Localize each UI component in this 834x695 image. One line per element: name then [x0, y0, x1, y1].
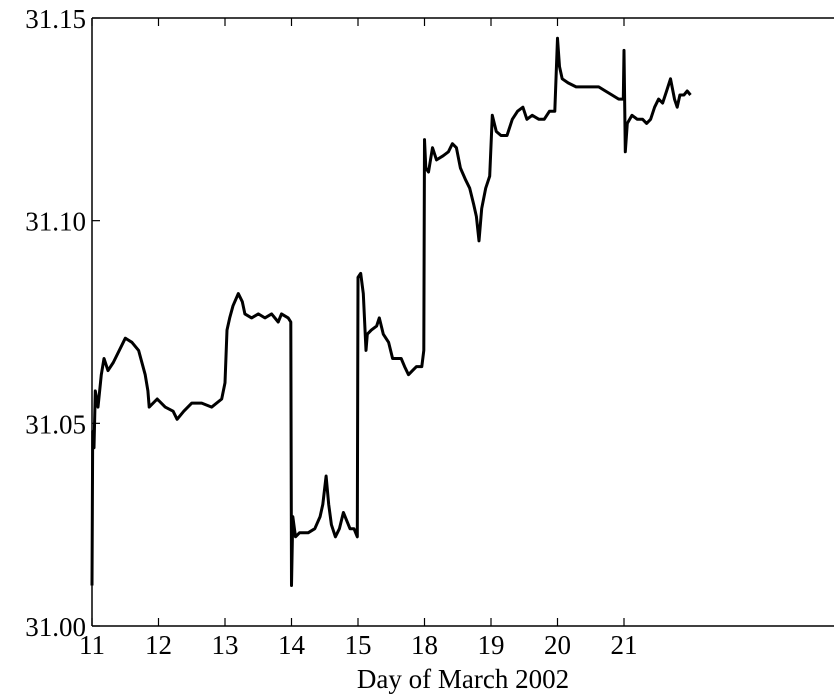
x-tick-label: 15: [345, 630, 372, 660]
y-tick-label: 31.15: [25, 4, 86, 34]
plot-area: [92, 18, 834, 626]
x-tick-label: 13: [212, 630, 239, 660]
x-tick-label: 14: [278, 630, 306, 660]
x-tick-label: 18: [411, 630, 438, 660]
series-line: [90, 36, 692, 587]
x-tick-label: 12: [145, 630, 172, 660]
x-tick-label: 11: [79, 630, 105, 660]
y-tick-label: 31.00: [25, 612, 86, 642]
x-tick-label: 21: [611, 630, 638, 660]
tick-labels: 11 12 13 14 15 18 19 20 21 31.00 31.05 31.10 31.15: [25, 4, 637, 660]
axis-ticks: [91, 17, 625, 627]
y-tick-label: 31.05: [25, 409, 86, 439]
y-tick-label: 31.10: [25, 207, 86, 237]
x-tick-label: 20: [544, 630, 571, 660]
x-tick-label: 19: [478, 630, 505, 660]
x-axis-label: Day of March 2002: [357, 664, 569, 694]
series-layer: [90, 36, 692, 587]
